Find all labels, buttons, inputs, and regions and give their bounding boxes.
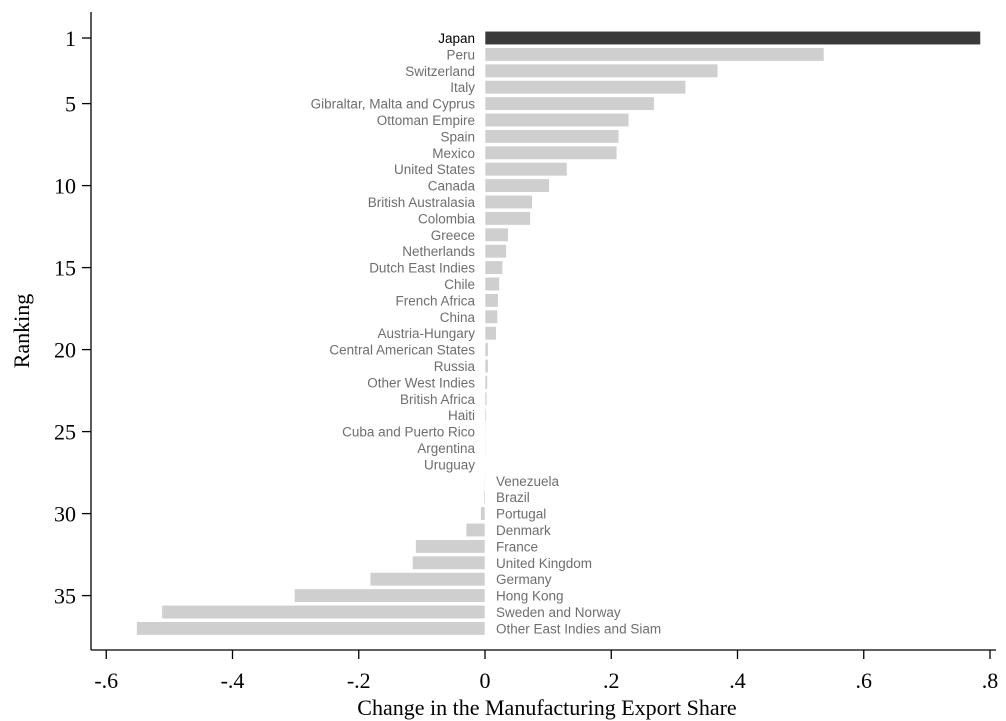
bar-united-states	[484, 162, 568, 177]
y-tick-label: 20	[54, 338, 76, 363]
bar-label: Central American States	[329, 343, 475, 358]
bar-venezuela	[484, 473, 486, 488]
bar-gibraltar-malta-and-cyprus	[484, 96, 655, 111]
bar-british-australasia	[484, 194, 533, 210]
bar-label: Peru	[446, 47, 475, 62]
bar-label: Argentina	[417, 441, 475, 456]
y-axis-title: Ranking	[9, 294, 34, 369]
x-tick-label: -.6	[94, 668, 118, 693]
bar-denmark	[465, 522, 486, 538]
bar-label: Switzerland	[405, 64, 475, 79]
bar-uruguay	[484, 457, 486, 472]
bar-label: Italy	[450, 80, 475, 95]
bar-label: Japan	[438, 31, 475, 46]
bar-label: Austria-Hungary	[377, 326, 475, 341]
x-tick-label: -.4	[221, 668, 245, 693]
bar-united-kingdom	[412, 555, 486, 570]
y-tick-label: 25	[54, 420, 76, 445]
bar-label: Sweden and Norway	[496, 605, 621, 620]
bar-canada	[484, 178, 550, 193]
bar-label: British Africa	[400, 392, 476, 407]
x-tick-label: .6	[856, 668, 873, 693]
bar-colombia	[484, 211, 531, 226]
x-tick-label: -.2	[347, 668, 371, 693]
y-tick-label: 35	[54, 584, 76, 609]
bar-label: Gibraltar, Malta and Cyprus	[311, 97, 476, 112]
bar-label: British Australasia	[368, 195, 476, 210]
bar-label: Brazil	[496, 490, 530, 505]
bar-label: France	[496, 539, 538, 554]
bar-label: United States	[394, 162, 475, 177]
bar-ottoman-empire	[484, 112, 630, 128]
bar-japan	[484, 30, 981, 46]
bar-label: Dutch East Indies	[369, 261, 475, 276]
bar-italy	[484, 80, 687, 95]
x-tick-label: .8	[982, 668, 999, 693]
x-tick-label: .4	[729, 668, 746, 693]
x-tick-label: 0	[480, 668, 491, 693]
bar-label: Chile	[444, 277, 475, 292]
bar-cuba-and-puerto-rico	[484, 424, 486, 439]
bar-french-africa	[484, 293, 499, 308]
y-tick-label: 10	[54, 174, 76, 199]
bar-label: Colombia	[418, 211, 476, 226]
y-tick-label: 5	[65, 92, 76, 117]
bar-mexico	[484, 145, 618, 160]
bar-brazil	[483, 490, 486, 505]
bar-sweden-and-norway	[161, 604, 486, 620]
bar-label: Spain	[440, 129, 475, 144]
bar-british-africa	[484, 391, 488, 406]
bar-russia	[484, 358, 489, 374]
bar-label: Canada	[428, 179, 476, 194]
bar-portugal	[480, 506, 486, 521]
bar-germany	[369, 572, 486, 587]
bar-argentina	[484, 440, 486, 456]
bar-label: Venezuela	[496, 474, 560, 489]
bar-label: Denmark	[496, 523, 551, 538]
bar-china	[484, 309, 498, 324]
bar-label: Other East Indies and Siam	[496, 621, 661, 636]
bar-spain	[484, 129, 620, 144]
y-tick-label: 30	[54, 502, 76, 527]
bar-label: Haiti	[448, 408, 475, 423]
bar-peru	[484, 47, 825, 62]
x-tick-label: .2	[603, 668, 620, 693]
bars	[136, 30, 981, 636]
bar-label: French Africa	[395, 293, 475, 308]
bar-france	[415, 539, 486, 554]
bar-label: Germany	[496, 572, 552, 587]
bar-label: United Kingdom	[496, 556, 592, 571]
bar-austria-hungary	[484, 326, 497, 341]
bar-label: Other West Indies	[367, 375, 475, 390]
bar-label: Mexico	[432, 146, 475, 161]
x-axis-title: Change in the Manufacturing Export Share	[357, 695, 736, 720]
bar-label: Uruguay	[424, 457, 475, 472]
bar-label: China	[440, 310, 476, 325]
axes	[90, 12, 996, 651]
x-axis-ticks: -.6 -.4 -.2 0 .2 .4 .6 .8	[94, 650, 998, 693]
y-tick-label: 15	[54, 256, 76, 281]
bar-other-west-indies	[484, 375, 488, 390]
bar-switzerland	[484, 63, 719, 78]
bar-label: Ottoman Empire	[377, 113, 475, 128]
bar-label: Portugal	[496, 507, 546, 522]
bar-label: Russia	[434, 359, 476, 374]
bar-netherlands	[484, 244, 507, 259]
bar-hong-kong	[294, 588, 486, 603]
bar-chile	[484, 276, 500, 292]
bar-label: Hong Kong	[496, 589, 564, 604]
bar-haiti	[484, 408, 487, 423]
y-tick-label: 1	[65, 26, 76, 51]
bar-other-east-indies-and-siam	[136, 621, 486, 636]
bar-greece	[484, 227, 509, 242]
bar-dutch-east-indies	[484, 260, 503, 275]
bar-label: Cuba and Puerto Rico	[342, 425, 475, 440]
bar-central-american-states	[484, 342, 489, 357]
bar-label: Netherlands	[402, 244, 475, 259]
bar-label: Greece	[431, 228, 475, 243]
